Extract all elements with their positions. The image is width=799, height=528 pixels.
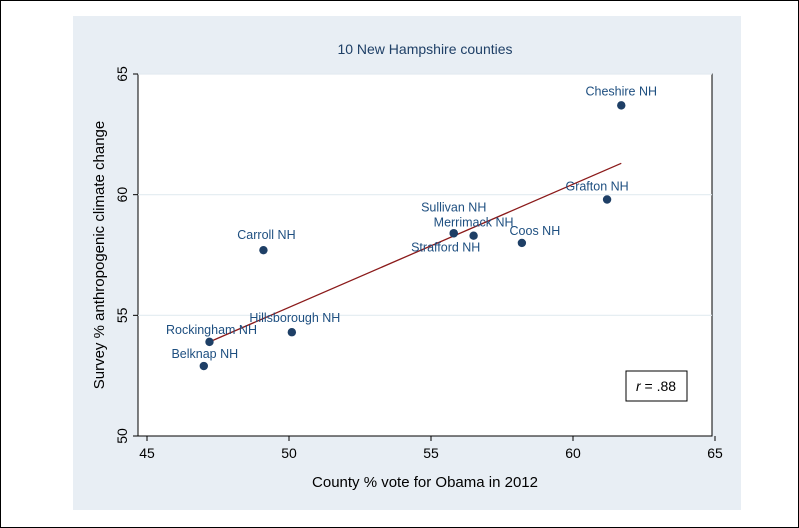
- point-label: Cheshire NH: [585, 84, 657, 98]
- x-tick-label: 60: [565, 445, 581, 461]
- fit-line: [209, 162, 622, 343]
- r-annotation: r = .88: [625, 370, 688, 402]
- point-labels-group: Cheshire NH Grafton NH Sullivan NH Merrimac…: [166, 84, 657, 361]
- r-value: = .88: [641, 378, 677, 394]
- points-group: [199, 101, 626, 371]
- x-tick-label: 50: [281, 445, 297, 461]
- fit-line-group: [209, 162, 622, 343]
- data-point: [287, 328, 297, 337]
- data-point: [602, 195, 612, 204]
- point-label: Merrimack NH: [434, 216, 514, 230]
- x-axis-ticks: 45 50 55 60 65: [139, 436, 723, 461]
- data-point: [469, 231, 478, 240]
- point-label: Strafford NH: [411, 240, 480, 254]
- point-label: Coos NH: [510, 224, 561, 238]
- r-annotation-box: [625, 370, 688, 402]
- gridlines: [138, 73, 712, 316]
- data-point: [517, 238, 527, 248]
- point-label: Carroll NH: [237, 228, 295, 242]
- data-point: [199, 361, 208, 371]
- x-axis-label: County % vote for Obama in 2012: [312, 474, 538, 491]
- r-symbol: r: [636, 378, 642, 394]
- y-axis-ticks: 50 55 60 65: [114, 66, 138, 444]
- point-label: Hillsborough NH: [249, 311, 340, 325]
- data-point: [259, 245, 268, 255]
- x-tick-label: 45: [139, 445, 155, 461]
- data-point: [449, 229, 458, 238]
- data-point: [205, 337, 214, 347]
- data-point: [617, 101, 626, 110]
- point-label: Sullivan NH: [421, 200, 486, 214]
- y-tick-label: 60: [114, 187, 130, 203]
- y-axis-label: Survey % anthropogenic climate change: [91, 121, 108, 390]
- y-tick-label: 65: [114, 66, 130, 82]
- point-label: Grafton NH: [565, 179, 628, 193]
- y-tick-label: 55: [114, 307, 130, 323]
- plot-area: [137, 73, 713, 437]
- y-tick-label: 50: [114, 428, 130, 444]
- point-label: Belknap NH: [171, 347, 238, 361]
- chart-title: 10 New Hampshire counties: [337, 41, 512, 57]
- x-tick-label: 55: [423, 445, 439, 461]
- point-label: Rockingham NH: [166, 323, 257, 337]
- x-tick-label: 65: [707, 445, 723, 461]
- r-annotation-text: r = .88: [636, 378, 676, 394]
